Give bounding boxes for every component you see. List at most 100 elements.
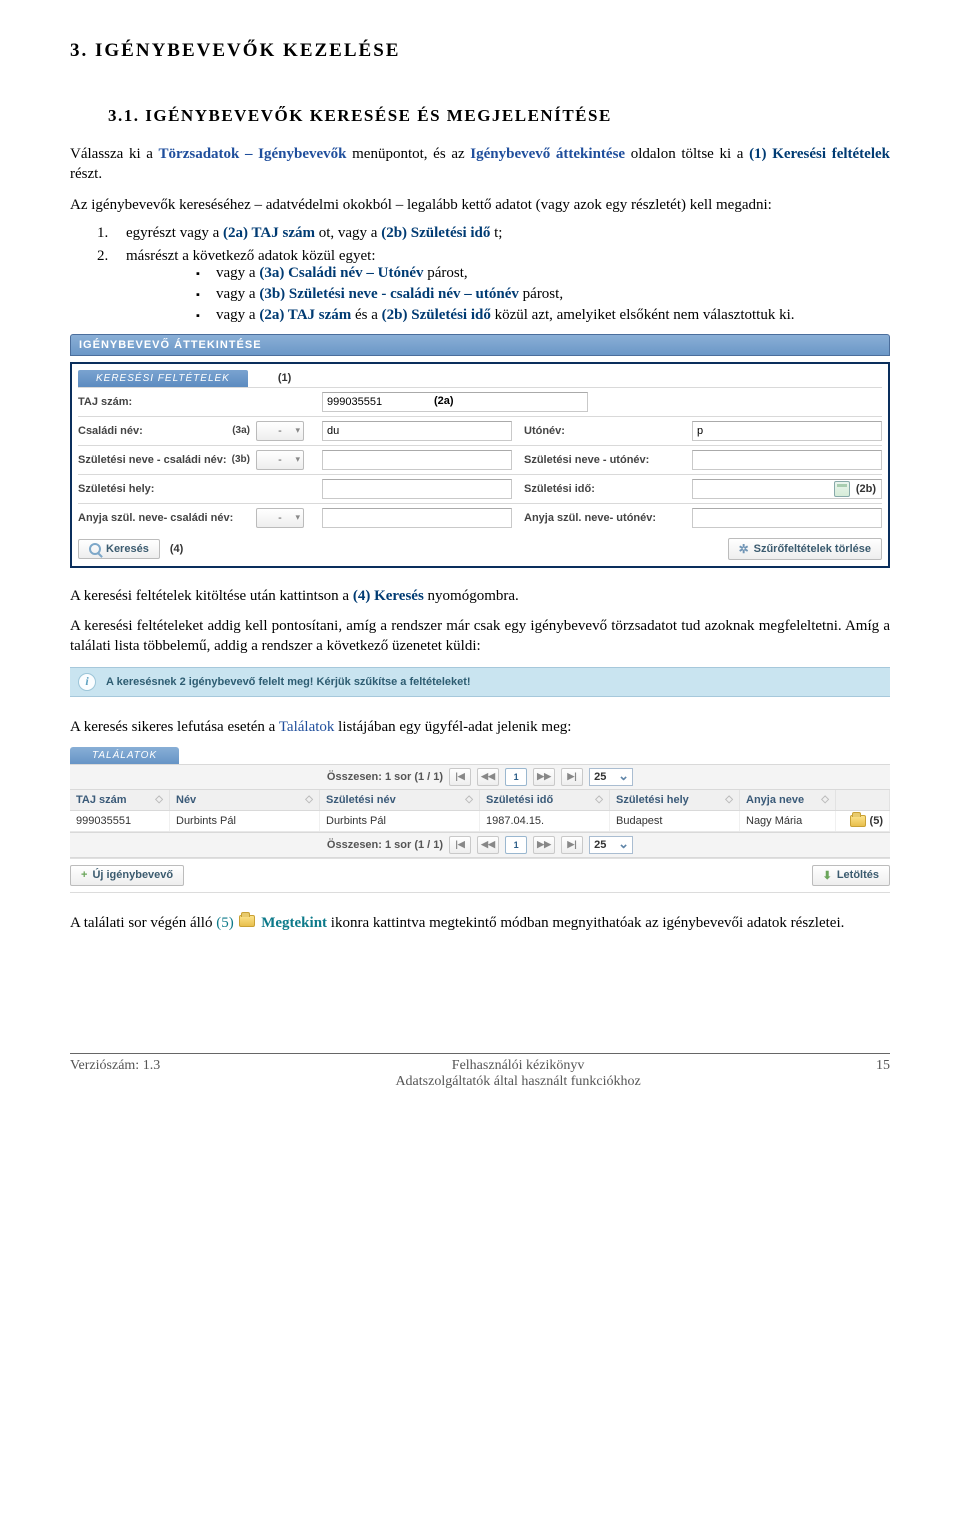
results-tab[interactable]: TALÁLATOK [70,747,179,764]
ref-3a: (3a) Családi név – Utónév [259,265,423,281]
download-button[interactable]: ⬇ Letöltés [812,865,890,886]
szulnev-cs-input[interactable] [322,450,512,470]
search-button-label: Keresés [106,543,149,555]
anyja-cs-input[interactable] [322,508,512,528]
label-csaladi: Családi név: (3a) [78,425,256,437]
menu-path: Törzsadatok – Igénybevevők [159,146,347,162]
footer-version: Verziószám: 1.3 [70,1058,160,1090]
sub-item-1: vagy a (3a) Családi név – Utónév párost, [196,265,890,282]
sort-icon: ◇ [465,794,473,805]
label-anyja-cs: Anyja szül. neve- családi név: [78,512,256,524]
label-text: Családi név: [78,425,143,437]
annotation-2a: (2a) [432,395,456,407]
col-header-anyja[interactable]: Anyja neve ◇ [740,790,836,810]
paragraph-after-3: A keresés sikeres lefutása esetén a Talá… [70,717,890,737]
paragraph-after-1: A keresési feltételek kitöltése után kat… [70,586,890,606]
col-header-szulnev[interactable]: Születési név ◇ [320,790,480,810]
col-header-nev[interactable]: Név◇ [170,790,320,810]
plus-icon: + [81,869,87,881]
pager-current-bottom[interactable]: 1 [505,836,527,854]
col-header-taj[interactable]: TAJ szám◇ [70,790,170,810]
heading-3-1: 3.1. IGÉNYBEVEVŐK KERESÉSE ÉS MEGJELENÍT… [108,106,890,126]
ref-4: (4) Keresés [353,588,424,604]
pager-next-icon[interactable]: ▶▶ [533,768,555,786]
footer-line2: Adatszolgáltatók által használt funkciók… [395,1074,640,1089]
pager-prev-icon[interactable]: ◀◀ [477,768,499,786]
text: és a [355,307,382,323]
pager-last-icon[interactable]: ▶| [561,768,583,786]
annotation-4: (4) [170,543,183,555]
calendar-icon[interactable] [834,481,850,497]
form-row-anyja: Anyja szül. neve- családi név: - Anyja s… [78,503,882,532]
page-size-select[interactable]: 25 [589,768,633,786]
prefix-select-2[interactable]: - [256,450,304,470]
open-folder-icon[interactable] [850,815,866,827]
cell-nev: Durbints Pál [170,811,320,831]
prefix-select-3[interactable]: - [256,508,304,528]
ref-2b-b: (2b) Születési idő [382,307,491,323]
utonev-input[interactable] [692,421,882,441]
text: részt. [70,166,102,182]
download-icon: ⬇ [823,869,832,882]
pager-last-icon[interactable]: ▶| [561,836,583,854]
annotation-3a: (3a) [232,425,250,436]
label-szulnev-ut: Születési neve - utónév: [512,454,692,466]
col-label: TAJ szám [76,794,127,806]
results-pager-bottom: Összesen: 1 sor (1 / 1) |◀ ◀◀ 1 ▶▶ ▶| 25 [70,832,890,858]
ref-5: (5) [216,915,234,931]
form-row-szulhely: Születési hely: Születési idő: (2b) [78,474,882,503]
form-row-csaladi: Családi név: (3a) - Utónév: [78,416,882,445]
open-folder-icon [239,915,255,927]
form-wrapper: KERESÉSI FELTÉTELEK (1) TAJ szám: (2a) C… [70,362,890,568]
search-criteria-tab[interactable]: KERESÉSI FELTÉTELEK [78,370,248,387]
pager-first-icon[interactable]: |◀ [449,768,471,786]
text: másrészt a következő adatok közül egyet: [126,248,376,264]
csaladi-input[interactable] [322,421,512,441]
szulhely-input[interactable] [322,479,512,499]
paragraph-intro: Válassza ki a Törzsadatok – Igénybevevők… [70,144,890,185]
ref-1: (1) Keresési feltételek [749,146,890,162]
pager-first-icon[interactable]: |◀ [449,836,471,854]
col-label: Születési név [326,794,396,806]
footer-title: Felhasználói kézikönyv Adatszolgáltatók … [395,1058,640,1090]
text: Válassza ki a [70,146,159,162]
col-header-szulido[interactable]: Születési idő◇ [480,790,610,810]
sub-list: vagy a (3a) Családi név – Utónév párost,… [196,265,890,324]
text: vagy a [216,265,259,281]
paragraph-p2: Az igénybevevők kereséséhez – adatvédelm… [70,195,890,215]
new-record-button[interactable]: + Új igénybevevő [70,865,184,886]
text: menüpontot, és az [352,146,470,162]
pager-prev-icon[interactable]: ◀◀ [477,836,499,854]
ref-2b: (2b) Születési idő [381,225,490,241]
text: egyrészt vagy a [126,225,223,241]
cell-szulhely: Budapest [610,811,740,831]
clear-filters-button[interactable]: ✲ Szűrőfeltételek törlése [728,538,882,560]
text: közül azt, amelyiket elsőként nem válasz… [495,307,795,323]
search-button[interactable]: Keresés [78,539,160,559]
page-size-select-bottom[interactable]: 25 [589,836,633,854]
pager-current[interactable]: 1 [505,768,527,786]
annotation-1: (1) [278,372,291,384]
page-name: Igénybevevő áttekintése [470,146,625,162]
sub-item-3: vagy a (2a) TAJ szám és a (2b) Születési… [196,307,890,324]
info-message-bar: i A keresésnek 2 igénybevevő felelt meg!… [70,667,890,697]
anyja-ut-input[interactable] [692,508,882,528]
ref-3b: (3b) Születési neve - családi név – utón… [259,286,519,302]
pager-next-icon[interactable]: ▶▶ [533,836,555,854]
ref-megtekint: Megtekint [261,915,327,931]
col-label: Név [176,794,196,806]
results-screenshot: TALÁLATOK Összesen: 1 sor (1 / 1) |◀ ◀◀ … [70,747,890,893]
paragraph-last: A találati sor végén álló (5) Megtekint … [70,913,890,934]
prefix-select[interactable]: - [256,421,304,441]
sort-icon: ◇ [821,794,829,805]
ref-talalatok: Találatok [279,719,335,735]
table-row[interactable]: 999035551 Durbints Pál Durbints Pál 1987… [70,811,890,832]
gear-icon: ✲ [739,542,749,556]
form-row-taj: TAJ szám: (2a) [78,387,882,416]
info-icon: i [78,673,96,691]
inline-folder-icon-wrap [239,913,255,933]
cell-taj: 999035551 [70,811,170,831]
szulnev-ut-input[interactable] [692,450,882,470]
col-label: Anyja neve [746,794,804,806]
col-header-szulhely[interactable]: Születési hely◇ [610,790,740,810]
